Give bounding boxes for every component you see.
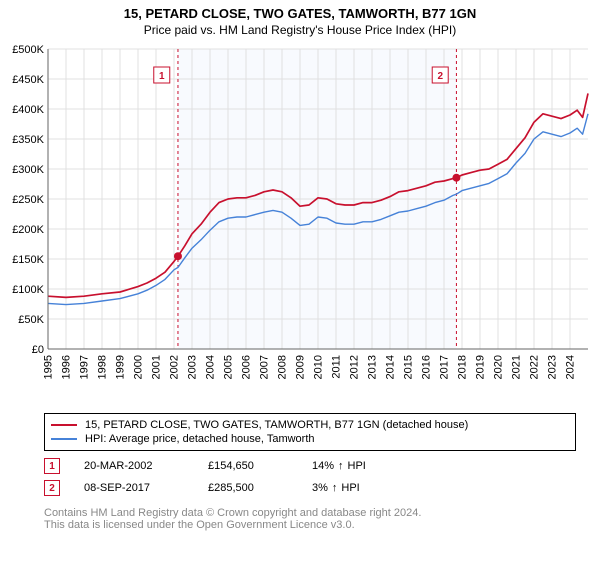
x-tick-label: 2021 [510, 355, 522, 379]
x-tick-label: 2020 [492, 355, 504, 379]
chart-svg: £0 £50K £100K £150K £200K £250K £300K £350K £400… [0, 41, 600, 411]
delta-pct: 14% [312, 460, 334, 472]
x-tick-label: 2004 [204, 355, 216, 379]
x-tick-label: 2024 [564, 355, 576, 379]
x-tick-label: 1997 [78, 355, 90, 379]
x-tick-label: 2010 [312, 355, 324, 379]
x-tick-label: 1996 [60, 355, 72, 379]
x-tick-label: 2013 [366, 355, 378, 379]
delta-label: HPI [348, 460, 366, 472]
y-tick-label: £350K [12, 134, 44, 146]
legend: 15, PETARD CLOSE, TWO GATES, TAMWORTH, B… [44, 413, 576, 451]
x-tick-label: 2011 [330, 355, 342, 379]
x-tick-label: 1999 [114, 355, 126, 379]
y-tick-label: £400K [12, 104, 44, 116]
y-tick-label: £0 [32, 344, 44, 356]
y-tick-label: £500K [12, 44, 44, 56]
arrow-up-icon: ↑ [332, 482, 338, 494]
y-tick-label: £450K [12, 74, 44, 86]
x-tick-label: 2012 [348, 355, 360, 379]
legend-swatch [51, 424, 77, 426]
event-badge-number: 1 [159, 71, 165, 82]
x-tick-label: 2005 [222, 355, 234, 379]
transactions-table: 120-MAR-2002£154,65014%↑HPI208-SEP-2017£… [44, 455, 576, 499]
copyright-line-1: Contains HM Land Registry data © Crown c… [44, 507, 576, 519]
chart-area: £0 £50K £100K £150K £200K £250K £300K £350K £400… [0, 41, 600, 411]
transaction-delta: 14% ↑ HPI [312, 460, 432, 472]
event-badge-number: 2 [437, 71, 443, 82]
legend-row: HPI: Average price, detached house, Tamw… [51, 432, 569, 446]
x-tick-label: 2019 [474, 355, 486, 379]
x-tick-label: 2002 [168, 355, 180, 379]
y-tick-label: £250K [12, 194, 44, 206]
arrow-up-icon: ↑ [338, 460, 344, 472]
x-tick-label: 1995 [42, 355, 54, 379]
x-tick-label: 2015 [402, 355, 414, 379]
transaction-price: £285,500 [208, 482, 308, 494]
y-tick-label: £50K [18, 314, 44, 326]
x-tick-label: 2006 [240, 355, 252, 379]
transaction-badge: 1 [44, 458, 60, 474]
legend-label: 15, PETARD CLOSE, TWO GATES, TAMWORTH, B… [85, 419, 468, 431]
legend-swatch [51, 438, 77, 440]
x-tick-label: 2018 [456, 355, 468, 379]
transaction-row: 1 20-MAR-2002 £154,650 14% ↑ HPI [44, 455, 576, 477]
x-tick-label: 2023 [546, 355, 558, 379]
y-tick-label: £150K [12, 254, 44, 266]
transaction-date: 20-MAR-2002 [84, 460, 204, 472]
y-tick-label: £200K [12, 224, 44, 236]
transaction-badge: 2 [44, 480, 60, 496]
x-tick-label: 2016 [420, 355, 432, 379]
transaction-date: 08-SEP-2017 [84, 482, 204, 494]
delta-label: HPI [341, 482, 359, 494]
transaction-price: £154,650 [208, 460, 308, 472]
x-tick-label: 2008 [276, 355, 288, 379]
y-tick-label: £100K [12, 284, 44, 296]
x-tick-label: 2003 [186, 355, 198, 379]
x-tick-label: 2000 [132, 355, 144, 379]
chart-title: 15, PETARD CLOSE, TWO GATES, TAMWORTH, B… [0, 6, 600, 21]
transaction-row: 2 08-SEP-2017 £285,500 3% ↑HPI [44, 477, 576, 499]
copyright-line-2: This data is licensed under the Open Gov… [44, 519, 576, 531]
x-tick-label: 2014 [384, 355, 396, 379]
x-tick-label: 2022 [528, 355, 540, 379]
legend-label: HPI: Average price, detached house, Tamw… [85, 433, 315, 445]
y-tick-label: £300K [12, 164, 44, 176]
x-tick-label: 2009 [294, 355, 306, 379]
copyright: Contains HM Land Registry data © Crown c… [44, 507, 576, 531]
delta-pct: 3% [312, 482, 328, 494]
chart-subtitle: Price paid vs. HM Land Registry's House … [0, 23, 600, 37]
x-tick-label: 2017 [438, 355, 450, 379]
x-tick-label: 1998 [96, 355, 108, 379]
legend-row: 15, PETARD CLOSE, TWO GATES, TAMWORTH, B… [51, 418, 569, 432]
x-tick-label: 2007 [258, 355, 270, 379]
x-tick-label: 2001 [150, 355, 162, 379]
transaction-delta: 3% ↑HPI [312, 482, 432, 494]
